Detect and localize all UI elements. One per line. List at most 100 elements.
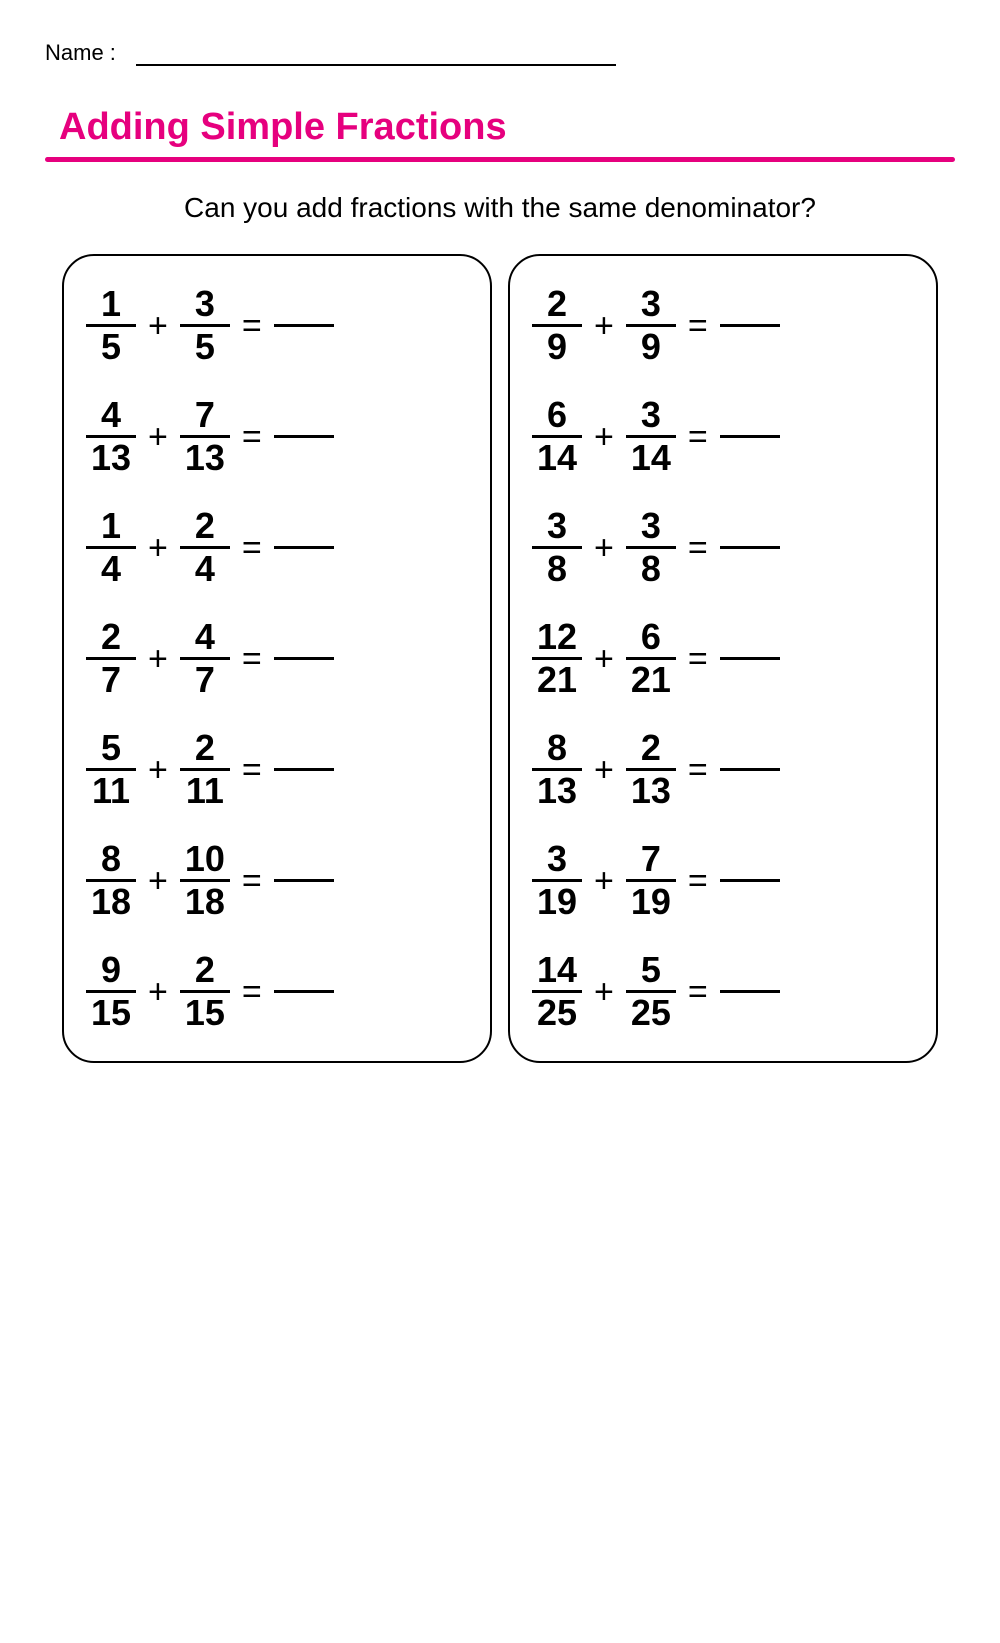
fraction-numerator: 7 xyxy=(185,395,225,435)
equals-operator: = xyxy=(240,642,264,676)
fraction-denominator: 25 xyxy=(533,993,581,1033)
fraction-denominator: 18 xyxy=(181,882,229,922)
equals-operator: = xyxy=(240,531,264,565)
equals-operator: = xyxy=(686,420,710,454)
answer-blank[interactable] xyxy=(720,879,780,882)
fraction-denominator: 15 xyxy=(181,993,229,1033)
fraction: 818 xyxy=(86,839,136,922)
equals-operator: = xyxy=(240,420,264,454)
fraction-numerator: 2 xyxy=(185,950,225,990)
right-panel: 29+39=614+314=38+38=1221+621=813+213=319… xyxy=(508,254,938,1063)
fraction: 614 xyxy=(532,395,582,478)
answer-blank[interactable] xyxy=(720,435,780,438)
fraction-numerator: 4 xyxy=(91,395,131,435)
name-row: Name : xyxy=(45,40,955,66)
fraction-denominator: 11 xyxy=(182,771,228,811)
fraction-numerator: 3 xyxy=(185,284,225,324)
problem-row: 915 +215 = xyxy=(86,950,472,1033)
fraction-numerator: 2 xyxy=(91,617,131,657)
fraction: 35 xyxy=(180,284,230,367)
fraction-numerator: 4 xyxy=(185,617,225,657)
name-input-line[interactable] xyxy=(136,64,616,66)
fraction-denominator: 9 xyxy=(537,327,577,367)
fraction: 719 xyxy=(626,839,676,922)
problem-row: 319+719= xyxy=(532,839,918,922)
fraction-numerator: 6 xyxy=(537,395,577,435)
equals-operator: = xyxy=(686,642,710,676)
fraction-numerator: 3 xyxy=(537,506,577,546)
fraction: 621 xyxy=(626,617,676,700)
plus-operator: + xyxy=(592,975,616,1009)
fraction-denominator: 14 xyxy=(627,438,675,478)
problem-row: 1221+621= xyxy=(532,617,918,700)
worksheet-page: Name : Adding Simple Fractions Can you a… xyxy=(0,0,1000,1613)
plus-operator: + xyxy=(592,309,616,343)
fraction-denominator: 7 xyxy=(185,660,225,700)
fraction: 1221 xyxy=(532,617,582,700)
answer-blank[interactable] xyxy=(720,990,780,993)
fraction-numerator: 3 xyxy=(631,506,671,546)
page-title: Adding Simple Fractions xyxy=(59,106,955,149)
answer-blank[interactable] xyxy=(274,768,334,771)
fraction-denominator: 11 xyxy=(88,771,134,811)
plus-operator: + xyxy=(146,309,170,343)
fraction-numerator: 1 xyxy=(91,284,131,324)
fraction-numerator: 10 xyxy=(181,839,229,879)
problem-row: 1425+525= xyxy=(532,950,918,1033)
fraction: 813 xyxy=(532,728,582,811)
answer-blank[interactable] xyxy=(720,324,780,327)
answer-blank[interactable] xyxy=(274,435,334,438)
fraction-numerator: 12 xyxy=(533,617,581,657)
problem-row: 27+47= xyxy=(86,617,472,700)
fraction-numerator: 3 xyxy=(631,284,671,324)
fraction-denominator: 21 xyxy=(627,660,675,700)
answer-blank[interactable] xyxy=(274,657,334,660)
problem-row: 813+213= xyxy=(532,728,918,811)
fraction-numerator: 5 xyxy=(631,950,671,990)
fraction-numerator: 1 xyxy=(91,506,131,546)
fraction-denominator: 13 xyxy=(533,771,581,811)
fraction-denominator: 4 xyxy=(185,549,225,589)
problem-row: 38+38= xyxy=(532,506,918,589)
answer-blank[interactable] xyxy=(274,879,334,882)
plus-operator: + xyxy=(146,864,170,898)
equals-operator: = xyxy=(240,975,264,1009)
fraction-denominator: 14 xyxy=(533,438,581,478)
fraction: 1018 xyxy=(180,839,230,922)
answer-blank[interactable] xyxy=(274,324,334,327)
plus-operator: + xyxy=(146,642,170,676)
fraction: 14 xyxy=(86,506,136,589)
fraction: 1425 xyxy=(532,950,582,1033)
problem-row: 818+1018= xyxy=(86,839,472,922)
fraction: 915 xyxy=(86,950,136,1033)
answer-blank[interactable] xyxy=(720,546,780,549)
fraction-denominator: 13 xyxy=(87,438,135,478)
fraction: 319 xyxy=(532,839,582,922)
problem-row: 15+35= xyxy=(86,284,472,367)
fraction-denominator: 5 xyxy=(91,327,131,367)
fraction-denominator: 25 xyxy=(627,993,675,1033)
fraction: 24 xyxy=(180,506,230,589)
fraction-numerator: 14 xyxy=(533,950,581,990)
plus-operator: + xyxy=(592,753,616,787)
fraction-denominator: 4 xyxy=(91,549,131,589)
plus-operator: + xyxy=(146,753,170,787)
fraction-denominator: 19 xyxy=(627,882,675,922)
plus-operator: + xyxy=(592,531,616,565)
fraction: 525 xyxy=(626,950,676,1033)
answer-blank[interactable] xyxy=(720,768,780,771)
fraction: 29 xyxy=(532,284,582,367)
fraction-denominator: 7 xyxy=(91,660,131,700)
answer-blank[interactable] xyxy=(274,546,334,549)
fraction-denominator: 13 xyxy=(627,771,675,811)
plus-operator: + xyxy=(592,420,616,454)
fraction-denominator: 18 xyxy=(87,882,135,922)
fraction: 215 xyxy=(180,950,230,1033)
problem-row: 511+211= xyxy=(86,728,472,811)
plus-operator: + xyxy=(146,975,170,1009)
fraction: 211 xyxy=(180,728,230,811)
equals-operator: = xyxy=(686,309,710,343)
answer-blank[interactable] xyxy=(720,657,780,660)
fraction: 511 xyxy=(86,728,136,811)
answer-blank[interactable] xyxy=(274,990,334,993)
